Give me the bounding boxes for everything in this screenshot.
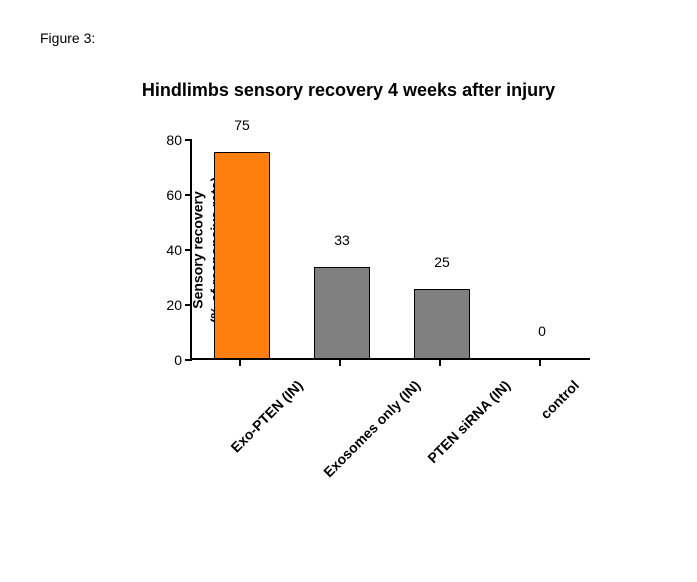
x-label: Exosomes only (IN) [320, 377, 423, 480]
x-tick [339, 360, 341, 366]
bar-value: 75 [214, 117, 270, 133]
x-tick [439, 360, 441, 366]
y-tick [185, 139, 192, 141]
x-axis-labels: Exo-PTEN (IN) Exosomes only (IN) PTEN si… [190, 360, 590, 520]
y-tick-label: 80 [154, 132, 182, 148]
bar-exo-pten [214, 152, 270, 358]
figure-label: Figure 3: [40, 30, 95, 46]
y-tick-label: 20 [154, 297, 182, 313]
x-label: Exo-PTEN (IN) [227, 377, 305, 455]
plot-area: Sensory recovery(% of responsive rats) 0… [190, 140, 590, 360]
bar-exosomes-only [314, 267, 370, 358]
y-tick [185, 304, 192, 306]
y-tick-label: 0 [154, 352, 182, 368]
y-tick-label: 60 [154, 187, 182, 203]
bar-value: 25 [414, 254, 470, 270]
x-label: control [537, 377, 582, 422]
chart-title: Hindlimbs sensory recovery 4 weeks after… [0, 80, 697, 101]
x-label: PTEN siRNA (IN) [424, 377, 513, 466]
y-tick-label: 40 [154, 242, 182, 258]
bar-chart: Sensory recovery(% of responsive rats) 0… [150, 120, 590, 540]
y-tick [185, 194, 192, 196]
y-tick [185, 249, 192, 251]
x-tick [239, 360, 241, 366]
x-tick [539, 360, 541, 366]
bar-value: 33 [314, 232, 370, 248]
bar-value: 0 [514, 323, 570, 339]
bar-pten-sirna [414, 289, 470, 358]
